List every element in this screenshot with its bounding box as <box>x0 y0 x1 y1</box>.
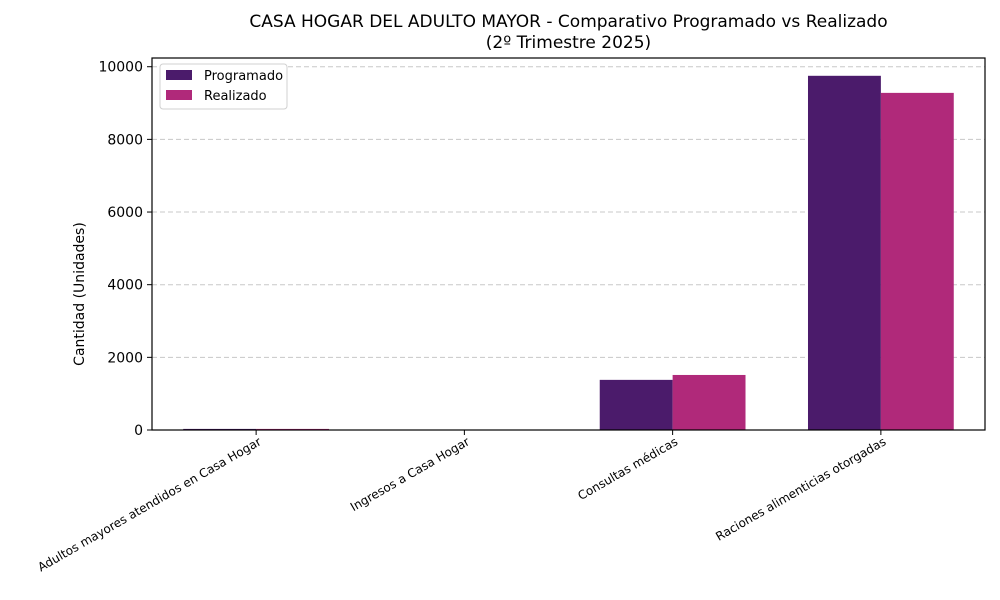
subtitle-line: (2º Trimestre 2025) <box>485 33 652 53</box>
y-tick-label: 6000 <box>107 205 143 221</box>
title-line: CASA HOGAR DEL ADULTO MAYOR - Comparativ… <box>249 12 888 32</box>
legend-swatch-programado <box>166 70 192 80</box>
y-tick-label: 2000 <box>107 350 143 366</box>
bar-realizado <box>880 92 954 430</box>
x-tick-label: Ingresos a Casa Hogar <box>348 434 472 514</box>
y-tick-label: 10000 <box>98 60 143 76</box>
legend-label-programado: Programado <box>204 69 283 84</box>
legend-label-realizado: Realizado <box>204 89 267 104</box>
x-tick-label: Raciones alimenticias otorgadas <box>713 434 888 543</box>
y-axis-label: Cantidad (Unidades) <box>72 222 88 366</box>
bar-programado <box>807 75 881 430</box>
bar-realizado <box>672 374 746 430</box>
y-tick-label: 8000 <box>107 132 143 148</box>
legend-swatch-realizado <box>166 90 192 100</box>
chart-title: CASA HOGAR DEL ADULTO MAYOR - Comparativ… <box>152 12 985 54</box>
y-tick-label: 0 <box>134 423 143 439</box>
axes-frame <box>151 57 986 431</box>
x-tick-label: Consultas médicas <box>575 434 680 503</box>
x-tick-label: Adultos mayores atendidos en Casa Hogar <box>35 434 263 574</box>
y-tick-label: 4000 <box>107 278 143 294</box>
bar-programado <box>599 379 673 430</box>
